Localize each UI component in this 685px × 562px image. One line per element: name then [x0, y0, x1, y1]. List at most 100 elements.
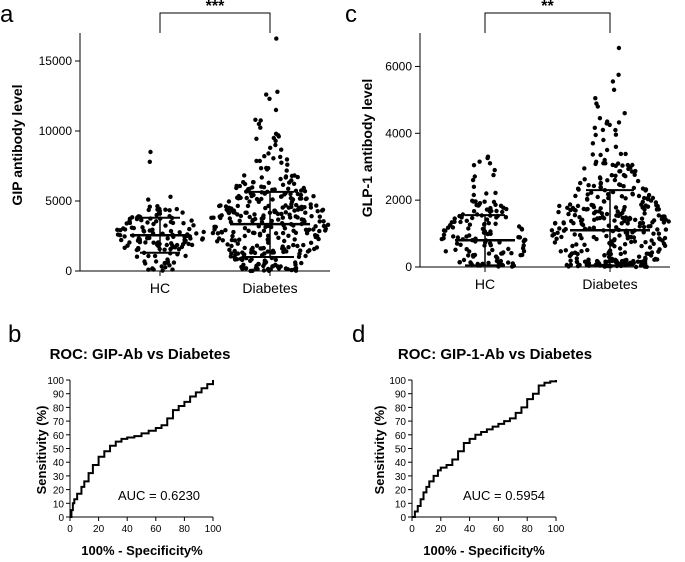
data-point [618, 251, 623, 257]
data-point [582, 242, 587, 247]
data-point [151, 221, 156, 227]
data-point [616, 45, 622, 51]
data-point [653, 200, 659, 205]
ytick-label: 0 [65, 264, 72, 278]
data-point [159, 264, 164, 269]
data-point [591, 183, 597, 189]
xtick-label: 80 [522, 524, 534, 535]
data-point [293, 262, 298, 267]
data-point [247, 214, 252, 220]
data-point [279, 160, 284, 165]
data-point [498, 258, 503, 264]
ytick-label: 5000 [45, 194, 72, 208]
data-point [598, 180, 603, 186]
data-point [574, 256, 579, 261]
data-point [482, 199, 487, 204]
xtick-label: 60 [493, 524, 505, 535]
ytick-label: 15000 [39, 54, 73, 68]
data-point [466, 253, 471, 258]
data-point [301, 242, 306, 248]
data-point [235, 195, 240, 200]
data-point [490, 247, 495, 253]
data-point [156, 210, 162, 216]
data-point [493, 202, 498, 207]
ytick-label: 4000 [385, 126, 412, 140]
data-point [289, 173, 295, 179]
data-point [610, 162, 615, 168]
data-point [636, 193, 642, 199]
data-point [177, 230, 182, 235]
ytick-label: 30 [395, 472, 407, 483]
data-point [643, 255, 648, 260]
data-point [154, 219, 159, 224]
data-point [568, 258, 573, 263]
data-point [602, 253, 607, 258]
data-point [172, 245, 178, 250]
ytick-label: 70 [395, 417, 407, 428]
data-point [613, 173, 618, 178]
data-point [217, 203, 222, 209]
data-point [613, 144, 619, 149]
data-point [314, 245, 320, 250]
data-point [642, 259, 648, 264]
data-point [295, 243, 300, 249]
data-point [273, 262, 278, 267]
data-point [612, 237, 617, 242]
data-point [506, 260, 511, 265]
data-point [210, 230, 216, 236]
data-point [278, 194, 284, 199]
data-point [494, 208, 499, 214]
data-point [448, 223, 453, 228]
ticks-b: 0 10 20 30 40 50 60 70 80 90 100 0 20 40 60 80 100 [47, 376, 221, 535]
data-point [180, 242, 186, 247]
data-point [282, 238, 287, 244]
data-point [613, 127, 618, 133]
xtick-label: 40 [464, 524, 476, 535]
data-point [461, 257, 467, 263]
category-label: HC [475, 276, 495, 292]
data-point [242, 233, 247, 239]
data-point [615, 209, 620, 214]
data-point [136, 247, 141, 252]
xtick-label: 40 [122, 524, 134, 535]
ytick-label: 50 [395, 445, 407, 456]
data-point [565, 205, 570, 210]
categories-a: HC Diabetes [150, 271, 298, 296]
data-point [605, 192, 611, 197]
data-point [454, 241, 460, 246]
data-point [480, 226, 486, 232]
data-point [561, 228, 567, 233]
data-point [242, 173, 247, 178]
data-point [651, 231, 656, 236]
data-point [646, 251, 652, 256]
data-point [488, 229, 493, 234]
data-point [286, 233, 291, 238]
data-point [294, 202, 299, 208]
data-point [258, 166, 264, 171]
data-point [271, 250, 276, 255]
data-point [147, 235, 152, 241]
data-point [137, 237, 142, 242]
data-point [167, 208, 172, 213]
auc-b: AUC = 0.6230 [118, 488, 200, 503]
data-point [455, 235, 461, 240]
data-point [238, 256, 243, 261]
data-point [578, 180, 583, 186]
data-point [624, 257, 629, 263]
data-point [299, 260, 304, 266]
data-point [256, 121, 262, 127]
panel-c: c GLP-1 antibody level 0 2000 4000 6000 HC D… [345, 0, 671, 292]
data-point [457, 260, 462, 265]
data-point [611, 87, 617, 93]
data-point [134, 216, 140, 222]
data-point [550, 233, 555, 238]
data-point [580, 222, 586, 228]
data-point [201, 229, 206, 235]
data-point [253, 117, 258, 123]
ytick-label: 0 [58, 513, 64, 524]
ytick-label: 90 [53, 390, 65, 401]
data-point [517, 235, 523, 240]
data-point [663, 227, 669, 232]
data-point [572, 213, 578, 218]
data-point [217, 214, 222, 219]
